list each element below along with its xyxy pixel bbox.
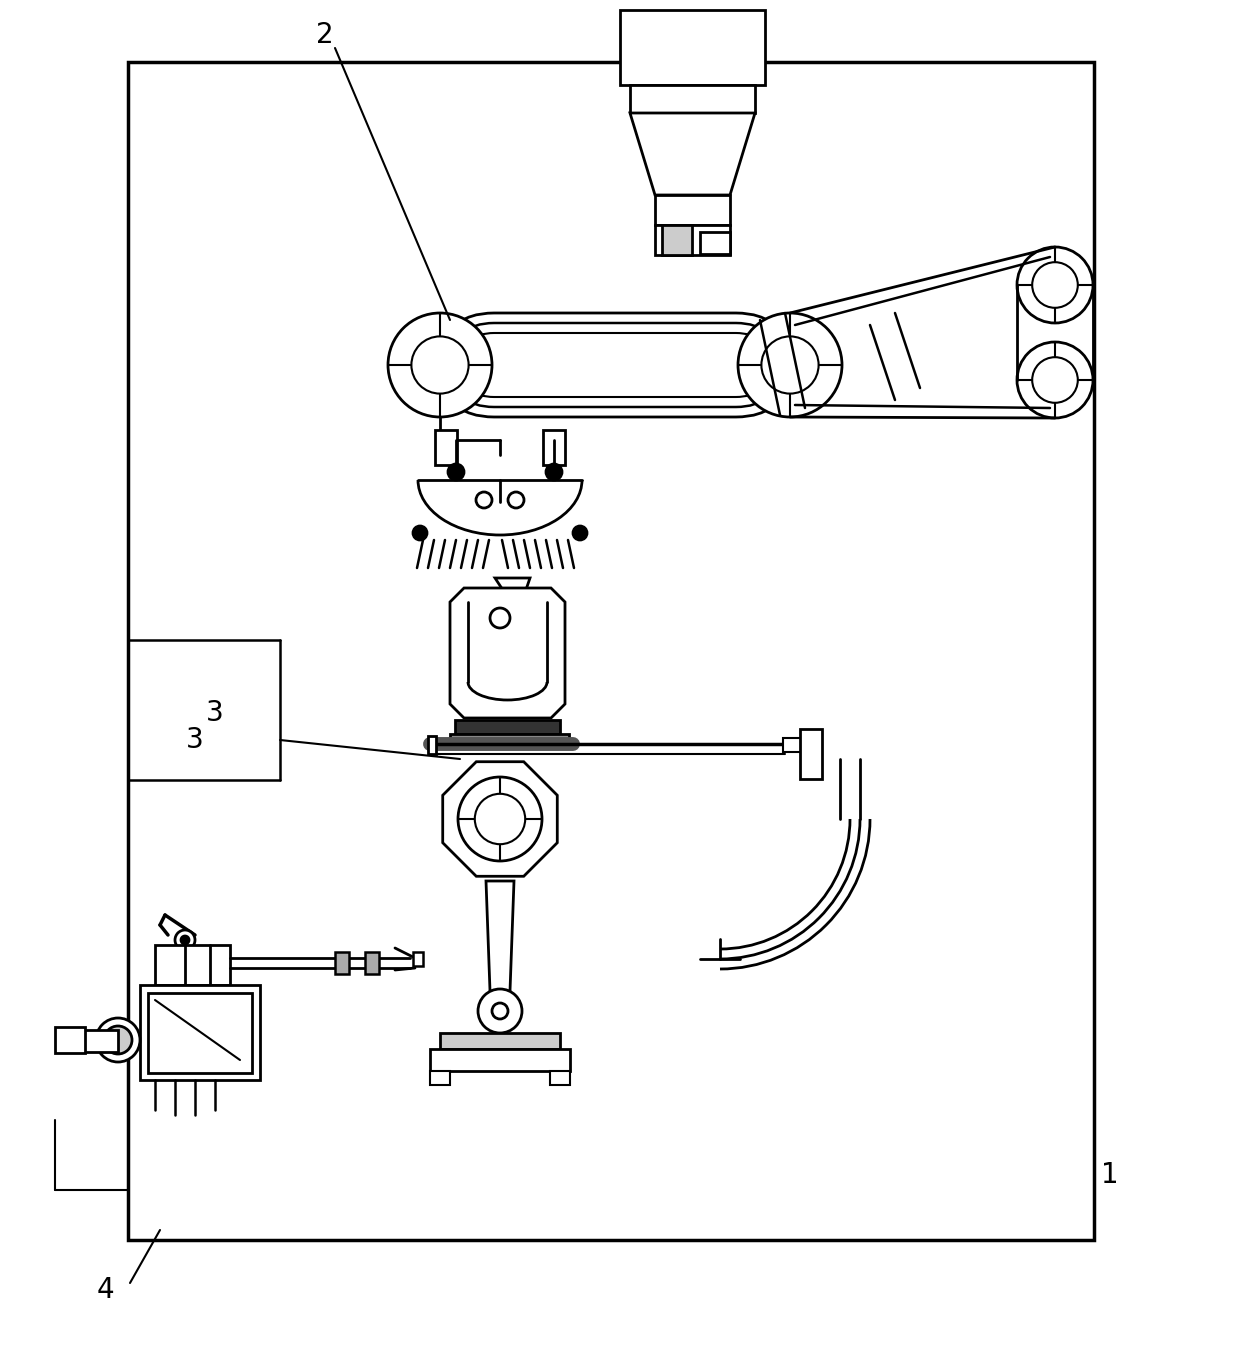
- Circle shape: [1032, 263, 1078, 308]
- Bar: [435, 430, 458, 465]
- Circle shape: [490, 607, 510, 628]
- Polygon shape: [443, 761, 557, 877]
- Text: 1: 1: [1101, 1161, 1118, 1189]
- FancyBboxPatch shape: [453, 323, 777, 407]
- Bar: [430, 1049, 570, 1071]
- Bar: [620, 9, 765, 85]
- Circle shape: [388, 313, 492, 418]
- Bar: [428, 735, 436, 754]
- Bar: [335, 952, 348, 974]
- Circle shape: [1017, 342, 1092, 418]
- Bar: [455, 721, 560, 734]
- Circle shape: [475, 793, 526, 845]
- Circle shape: [492, 1004, 508, 1018]
- Circle shape: [546, 463, 562, 480]
- Circle shape: [1045, 276, 1064, 295]
- Circle shape: [1017, 247, 1092, 323]
- Bar: [662, 225, 692, 255]
- Bar: [701, 232, 730, 255]
- FancyBboxPatch shape: [441, 313, 787, 418]
- Circle shape: [738, 313, 842, 418]
- Circle shape: [181, 936, 188, 944]
- Bar: [630, 85, 755, 113]
- Circle shape: [413, 525, 427, 540]
- Bar: [148, 993, 252, 1074]
- Bar: [655, 225, 730, 255]
- Circle shape: [477, 989, 522, 1033]
- Circle shape: [491, 810, 510, 828]
- Bar: [55, 1026, 86, 1053]
- Bar: [413, 952, 423, 966]
- Circle shape: [175, 929, 195, 950]
- Text: 2: 2: [316, 22, 334, 48]
- Circle shape: [448, 463, 464, 480]
- Polygon shape: [486, 881, 515, 991]
- Circle shape: [1032, 357, 1078, 403]
- Circle shape: [573, 525, 587, 540]
- Text: 4: 4: [97, 1276, 114, 1304]
- Bar: [81, 1030, 118, 1052]
- FancyBboxPatch shape: [463, 333, 768, 397]
- Polygon shape: [630, 113, 755, 195]
- Polygon shape: [495, 578, 529, 613]
- Bar: [430, 1071, 450, 1084]
- Circle shape: [761, 337, 818, 393]
- Circle shape: [508, 492, 525, 508]
- Circle shape: [412, 337, 469, 393]
- Text: 3: 3: [206, 699, 224, 727]
- Bar: [440, 1033, 560, 1049]
- Bar: [543, 430, 565, 465]
- Bar: [800, 729, 822, 779]
- Circle shape: [476, 492, 492, 508]
- Bar: [782, 738, 804, 752]
- Bar: [140, 985, 260, 1080]
- Bar: [365, 952, 379, 974]
- Circle shape: [779, 353, 801, 376]
- Bar: [551, 1071, 570, 1084]
- Circle shape: [429, 353, 451, 376]
- Text: 3: 3: [186, 726, 203, 754]
- Bar: [655, 195, 730, 225]
- Circle shape: [104, 1026, 131, 1053]
- Circle shape: [458, 777, 542, 861]
- Circle shape: [95, 1018, 140, 1061]
- Bar: [155, 946, 229, 985]
- Circle shape: [1045, 370, 1064, 389]
- Polygon shape: [450, 589, 565, 718]
- Bar: [128, 62, 1094, 1241]
- Bar: [450, 734, 569, 744]
